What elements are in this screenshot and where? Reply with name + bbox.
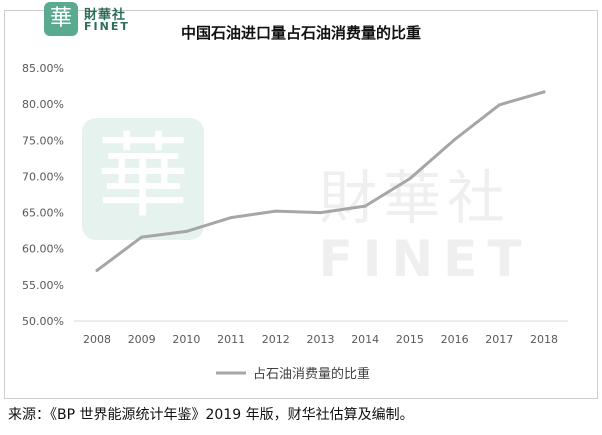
logo-name-cn: 財華社 [84, 8, 127, 23]
x-tick-label: 2018 [530, 333, 558, 346]
data-point [542, 90, 546, 94]
x-tick-label: 2009 [128, 333, 156, 346]
data-point [140, 235, 144, 239]
legend-label: 占石油消费量的比重 [253, 366, 370, 382]
x-tick-label: 2010 [172, 333, 200, 346]
logo-glyph: 華 [44, 2, 78, 36]
data-point [319, 211, 322, 215]
y-tick-label: 75.00% [22, 134, 64, 147]
data-point [229, 216, 233, 220]
y-tick-label: 60.00% [22, 243, 64, 256]
logo-name-en: FINET [84, 20, 130, 33]
x-tick-label: 2016 [441, 333, 469, 346]
x-tick-label: 2015 [396, 333, 424, 346]
watermark-glyph: 華 [97, 123, 189, 230]
watermark-name-en: FINET [319, 230, 532, 288]
x-tick-label: 2012 [262, 333, 290, 346]
y-tick-label: 55.00% [22, 279, 64, 292]
data-point [497, 103, 501, 107]
data-point [184, 229, 188, 233]
watermark: 華 財華社 FINET [82, 118, 532, 288]
data-point [408, 177, 412, 181]
y-tick-label: 85.00% [22, 62, 64, 75]
y-tick-label: 65.00% [22, 207, 64, 220]
source-note: 来源：《BP 世界能源统计年鉴》2019 年版，财华社估算及编制。 [8, 407, 414, 423]
x-tick-label: 2008 [83, 333, 111, 346]
data-point [363, 204, 367, 208]
x-tick-label: 2017 [485, 333, 513, 346]
data-point [274, 209, 278, 213]
data-point [95, 268, 99, 272]
y-tick-label: 70.00% [22, 170, 64, 183]
x-tick-label: 2011 [217, 333, 245, 346]
series-layer [95, 90, 546, 272]
data-point [453, 138, 457, 142]
chart-frame [4, 10, 598, 399]
x-axis: 2008 2009 2010 2011 2012 2013 2014 2015 2016 2017… [74, 320, 568, 346]
watermark-glyph-box [82, 118, 204, 240]
y-tick-label: 50.00% [22, 315, 64, 328]
x-tick-label: 2013 [307, 333, 335, 346]
chart-title: 中国石油进口量占石油消费量的比重 [180, 24, 421, 42]
finet-logo: 華 財華社 FINET [44, 0, 184, 38]
y-tick-label: 80.00% [22, 98, 64, 111]
x-tick-label: 2014 [351, 333, 379, 346]
legend: 占石油消费量的比重 [216, 366, 370, 382]
y-axis: 50.00% 55.00% 60.00% 65.00% 70.00% 75.00% 80.0… [22, 62, 64, 328]
